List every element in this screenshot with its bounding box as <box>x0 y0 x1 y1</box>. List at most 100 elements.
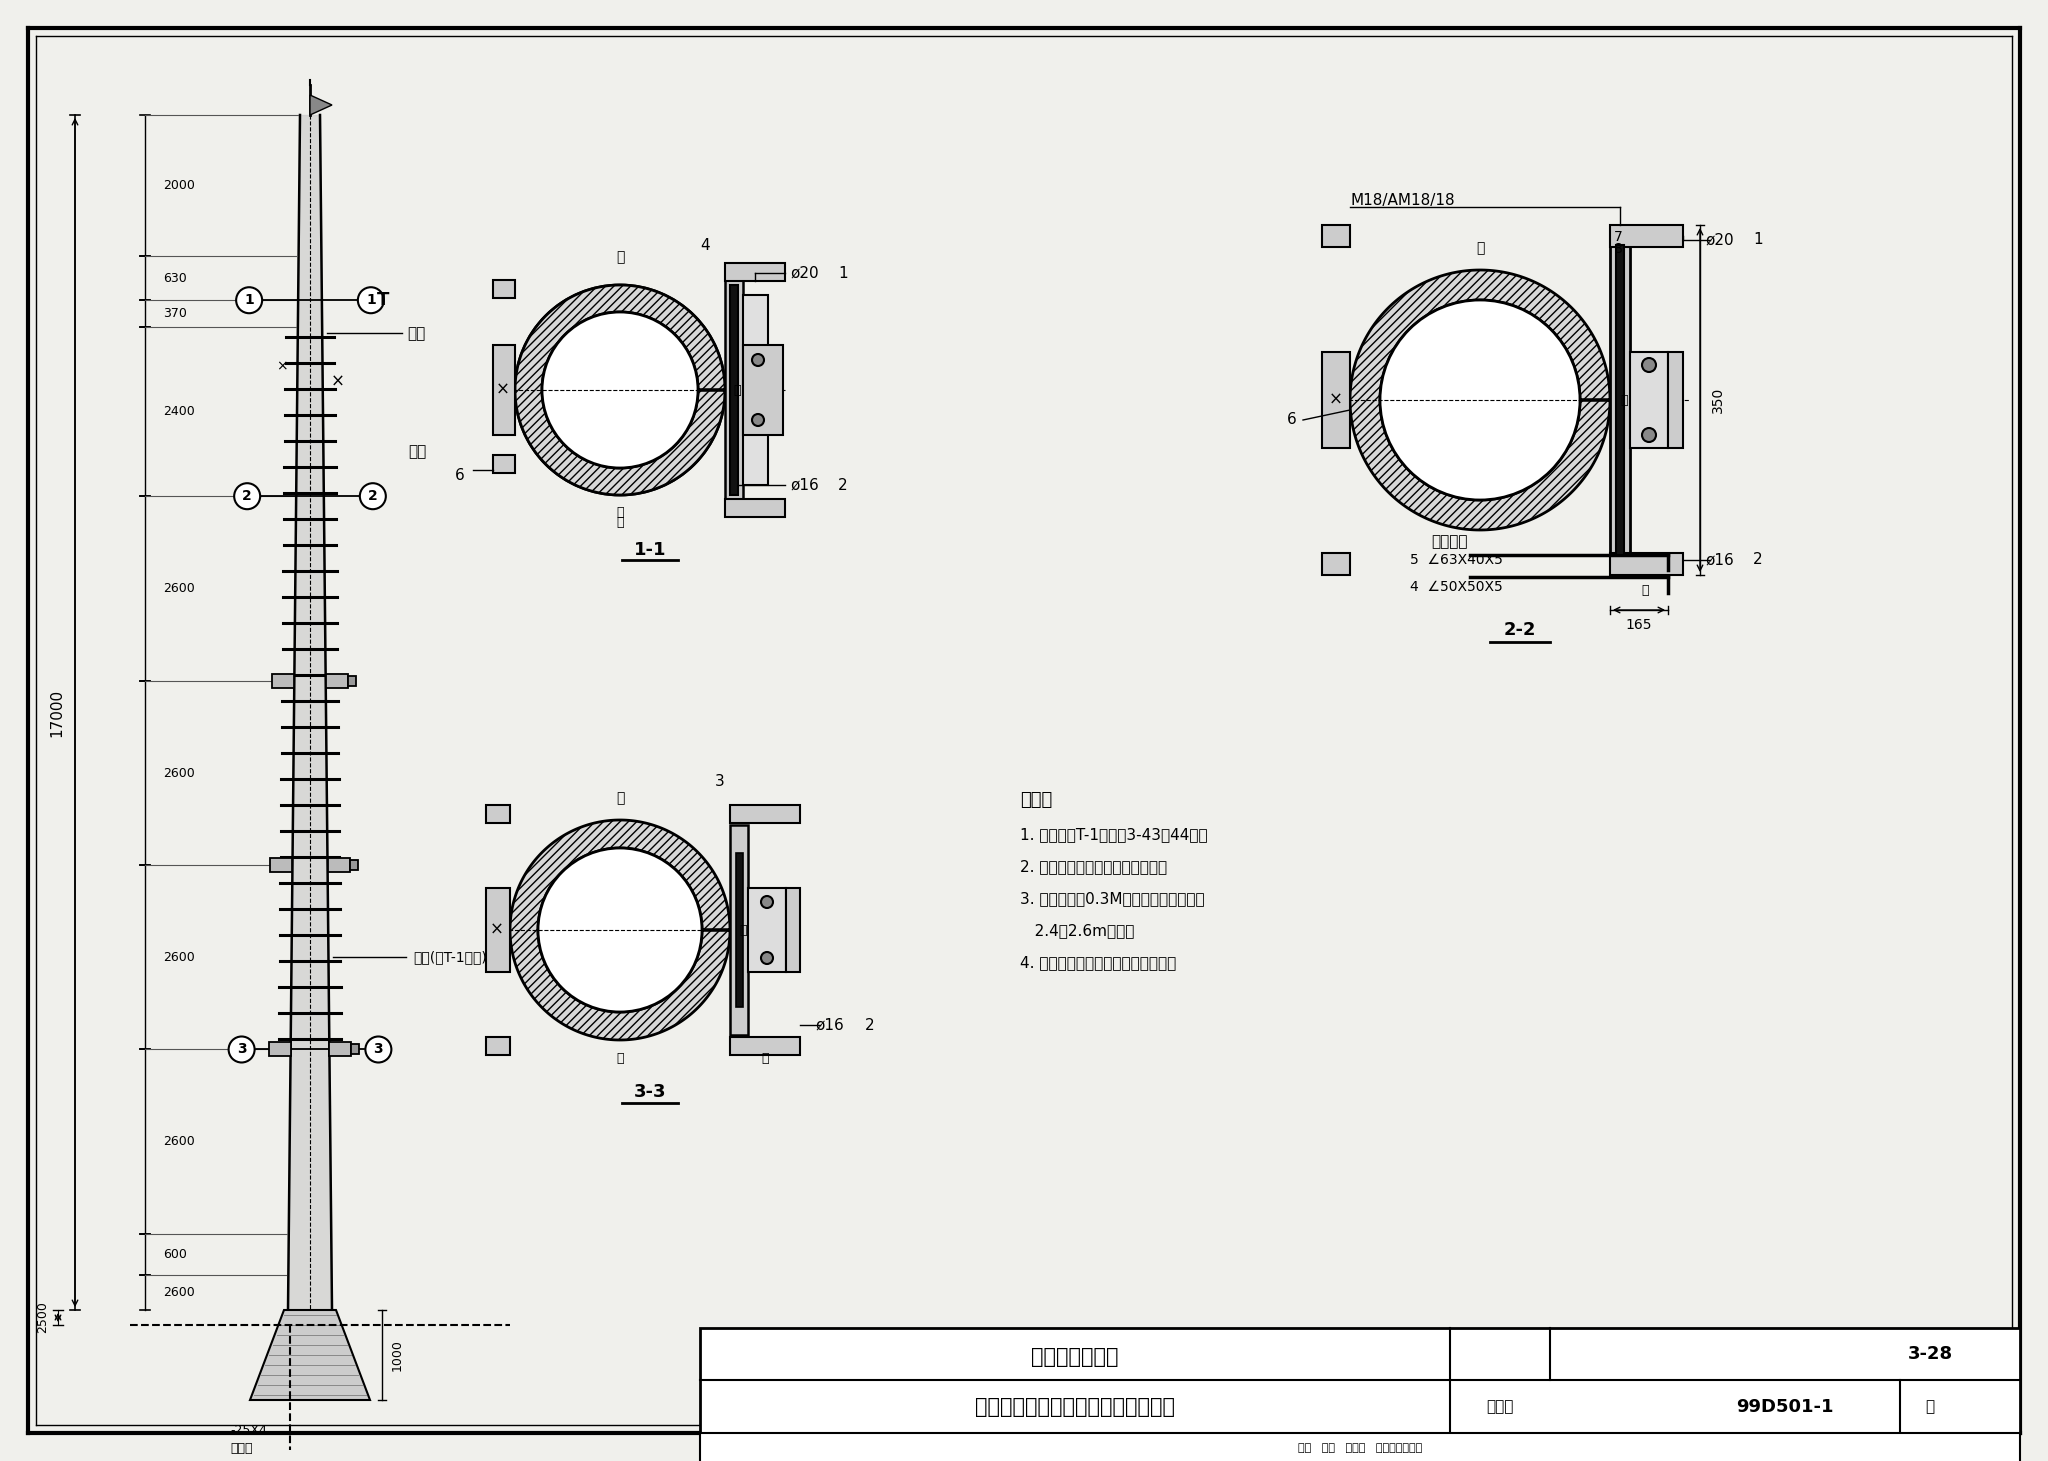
Circle shape <box>229 1036 254 1062</box>
Bar <box>1610 554 1683 576</box>
Text: -25X4: -25X4 <box>229 1423 266 1436</box>
Text: 升: 升 <box>733 383 741 396</box>
Text: 3-3: 3-3 <box>633 1083 666 1102</box>
Circle shape <box>752 413 764 427</box>
Bar <box>272 675 295 688</box>
Bar <box>725 263 784 281</box>
Circle shape <box>1380 300 1579 500</box>
Bar <box>735 853 743 1007</box>
Text: 2: 2 <box>838 478 848 492</box>
Polygon shape <box>510 820 729 1040</box>
Text: 3: 3 <box>373 1043 383 1056</box>
Bar <box>743 295 768 485</box>
Bar <box>729 805 801 823</box>
Text: 升: 升 <box>1640 583 1649 596</box>
Text: 8: 8 <box>1614 243 1622 256</box>
Text: 页: 页 <box>1925 1398 1935 1414</box>
Text: 350: 350 <box>1710 387 1724 413</box>
Text: M18/AM18/18: M18/AM18/18 <box>1350 193 1454 207</box>
Circle shape <box>539 847 702 1012</box>
Bar <box>270 859 293 872</box>
Text: 99D501-1: 99D501-1 <box>1737 1398 1833 1416</box>
Text: 3-28: 3-28 <box>1907 1346 1952 1363</box>
Bar <box>725 281 743 500</box>
Text: 接地线: 接地线 <box>229 1442 252 1455</box>
Text: 2400: 2400 <box>164 405 195 418</box>
Bar <box>743 345 782 435</box>
Text: 井: 井 <box>616 250 625 264</box>
Circle shape <box>360 484 385 510</box>
Circle shape <box>762 953 772 964</box>
Bar <box>348 676 356 687</box>
Text: 2600: 2600 <box>164 767 195 780</box>
Bar <box>1323 225 1350 247</box>
Bar <box>1323 554 1350 576</box>
Polygon shape <box>250 1311 371 1400</box>
Text: 2600: 2600 <box>164 1286 195 1299</box>
Text: 1-1: 1-1 <box>633 541 666 560</box>
Text: T: T <box>377 291 389 310</box>
Text: 2000: 2000 <box>164 180 195 191</box>
Text: 升: 升 <box>762 1052 768 1065</box>
Text: 5  ∠63X40X5: 5 ∠63X40X5 <box>1409 554 1503 567</box>
Circle shape <box>236 288 262 313</box>
Text: ×: × <box>496 381 510 399</box>
Text: 3. 爬梯间距为0.3M一格，固定支架每隔: 3. 爬梯间距为0.3M一格，固定支架每隔 <box>1020 891 1204 906</box>
Text: 升: 升 <box>616 517 625 529</box>
Text: 爬梯: 爬梯 <box>408 444 426 459</box>
Bar <box>268 1043 291 1056</box>
Bar <box>1630 352 1667 449</box>
Text: 照明电缆: 照明电缆 <box>1432 535 1468 549</box>
Circle shape <box>358 288 383 313</box>
Bar <box>485 888 510 972</box>
Circle shape <box>1642 428 1657 443</box>
Text: 井: 井 <box>616 790 625 805</box>
Bar <box>494 281 514 298</box>
Text: 2: 2 <box>1753 552 1763 567</box>
Circle shape <box>365 1036 391 1062</box>
Text: 1000: 1000 <box>391 1340 403 1370</box>
Bar <box>1616 245 1624 555</box>
Text: 2: 2 <box>864 1017 874 1033</box>
Circle shape <box>752 354 764 367</box>
Text: 2600: 2600 <box>164 951 195 964</box>
Text: 4  ∠50X50X5: 4 ∠50X50X5 <box>1409 580 1503 595</box>
Text: 2600: 2600 <box>164 583 195 595</box>
Text: ø16: ø16 <box>815 1017 844 1033</box>
Text: 2-2: 2-2 <box>1503 621 1536 638</box>
Bar <box>494 345 514 435</box>
Text: 审核   校对   金亚宾   设计给这这材料: 审核 校对 金亚宾 设计给这这材料 <box>1298 1443 1421 1454</box>
Text: 升: 升 <box>616 507 625 520</box>
Polygon shape <box>1350 270 1610 530</box>
Polygon shape <box>514 285 725 495</box>
Text: 3: 3 <box>715 774 725 789</box>
Text: 4. 照明电缆沿支架内敷设绑扎固定。: 4. 照明电缆沿支架内敷设绑扎固定。 <box>1020 955 1176 970</box>
Text: ×: × <box>330 373 344 390</box>
Bar <box>330 1043 352 1056</box>
Text: 7: 7 <box>1614 229 1622 244</box>
Text: 升: 升 <box>1620 393 1628 406</box>
Text: ø16: ø16 <box>1706 552 1735 567</box>
Text: 370: 370 <box>164 307 186 320</box>
Text: 爬梯安装示意图: 爬梯安装示意图 <box>1032 1347 1118 1367</box>
Text: 17000: 17000 <box>49 688 63 736</box>
Bar <box>485 1037 510 1055</box>
Text: 1: 1 <box>367 294 375 307</box>
Bar <box>786 888 801 972</box>
Bar <box>1610 225 1683 247</box>
Circle shape <box>762 896 772 907</box>
Text: 165: 165 <box>1626 618 1653 633</box>
Circle shape <box>233 484 260 510</box>
Bar <box>729 825 748 1034</box>
Text: 600: 600 <box>164 1248 186 1261</box>
Bar <box>700 1328 2019 1433</box>
Text: 支架(按T-1制作): 支架(按T-1制作) <box>414 951 487 964</box>
Text: ×: × <box>1329 392 1343 409</box>
Text: 1. 爬梯参照T-1加工洋3-43、44图。: 1. 爬梯参照T-1加工洋3-43、44图。 <box>1020 827 1208 843</box>
Bar <box>352 1045 358 1055</box>
Bar <box>1323 352 1350 449</box>
Text: ø20: ø20 <box>1706 232 1735 247</box>
Text: ×: × <box>489 920 504 939</box>
Text: 1: 1 <box>1753 232 1763 247</box>
Text: 1: 1 <box>838 266 848 281</box>
